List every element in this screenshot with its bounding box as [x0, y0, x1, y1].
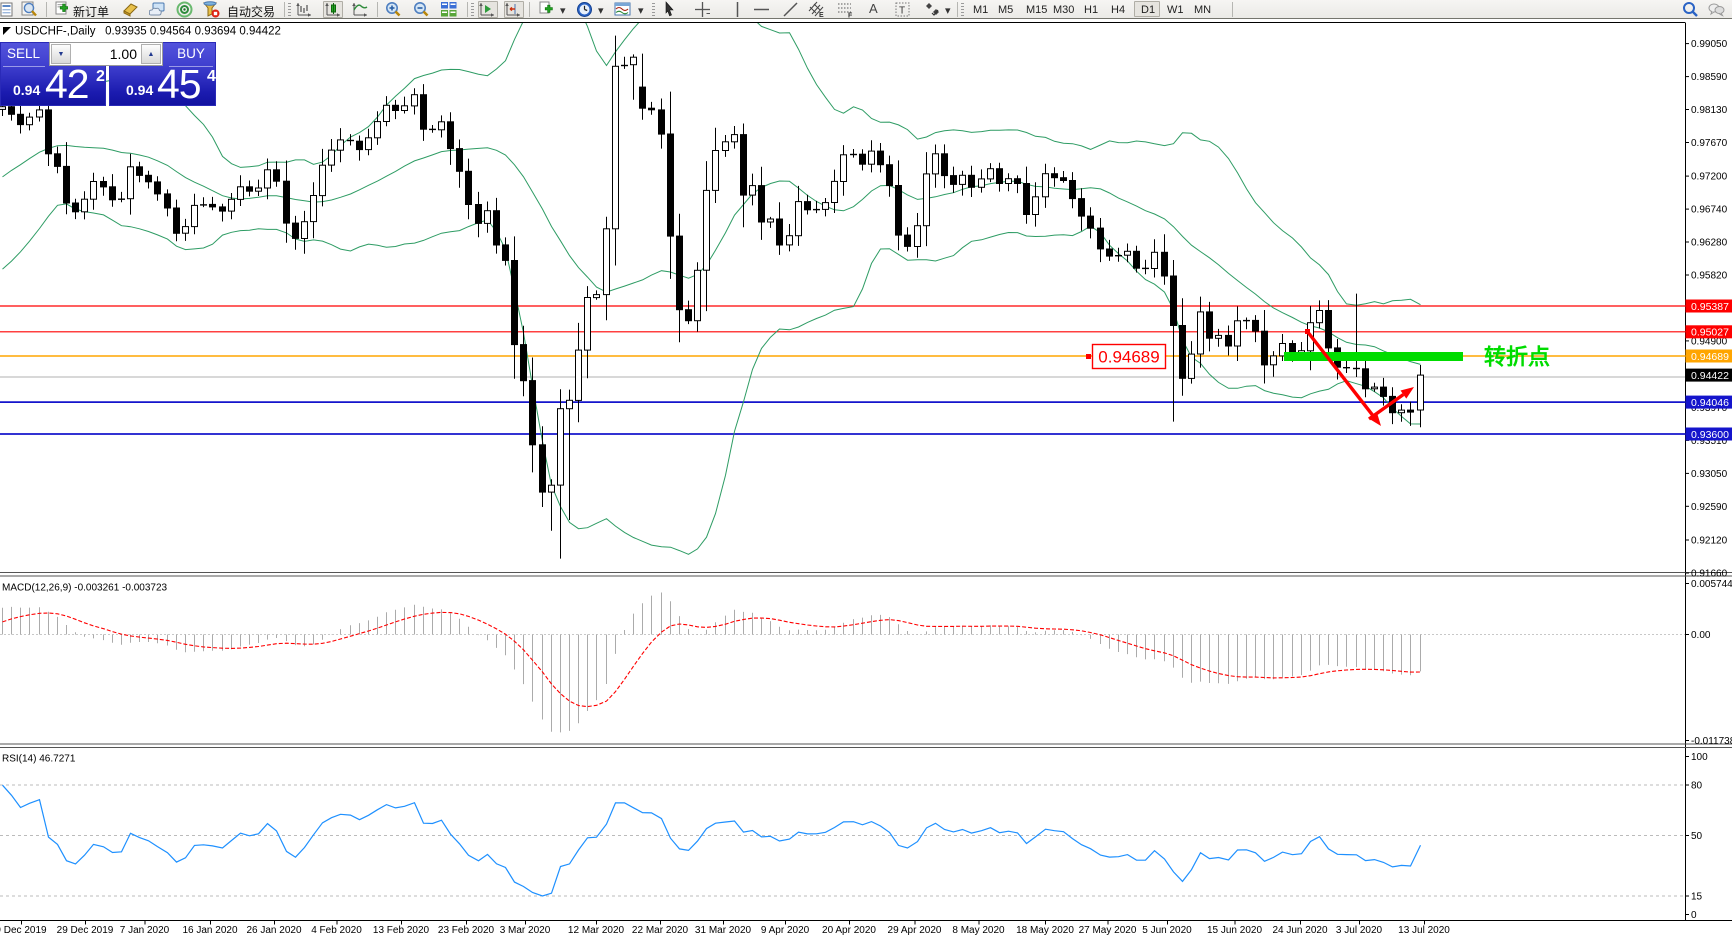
svg-text:100: 100: [1691, 752, 1708, 763]
svg-text:7 Jan 2020: 7 Jan 2020: [120, 925, 170, 936]
svg-text:9 Apr 2020: 9 Apr 2020: [761, 925, 810, 936]
svg-text:80: 80: [1691, 781, 1703, 792]
svg-text:MACD(12,26,9) -0.003261 -0.003: MACD(12,26,9) -0.003261 -0.003723: [2, 583, 168, 594]
svg-text:16 Jan 2020: 16 Jan 2020: [182, 925, 237, 936]
svg-text:0.005744: 0.005744: [1691, 579, 1732, 590]
svg-text:0.93600: 0.93600: [1691, 429, 1729, 441]
svg-text:0.95820: 0.95820: [1691, 271, 1728, 282]
svg-text:T: T: [899, 6, 905, 17]
svg-text:0.94900: 0.94900: [1691, 336, 1728, 347]
svg-text:USDCHF-,Daily 0.93935 0.9456: USDCHF-,Daily 0.93935 0.94564 0.93694 0.…: [15, 26, 281, 38]
svg-text:0.94046: 0.94046: [1691, 397, 1729, 409]
svg-text:13 Feb 2020: 13 Feb 2020: [373, 925, 430, 936]
svg-text:13 Jul 2020: 13 Jul 2020: [1398, 925, 1450, 936]
svg-text:RSI(14) 46.7271: RSI(14) 46.7271: [2, 754, 76, 765]
svg-text:0.91660: 0.91660: [1691, 569, 1728, 580]
svg-text:0.94689: 0.94689: [1098, 348, 1159, 367]
svg-text:0.93050: 0.93050: [1691, 469, 1728, 480]
svg-text:12 Mar 2020: 12 Mar 2020: [568, 925, 625, 936]
svg-text:0.98130: 0.98130: [1691, 105, 1728, 116]
svg-text:0.92120: 0.92120: [1691, 536, 1728, 547]
svg-text:0: 0: [1691, 910, 1697, 921]
svg-text:24 Jun 2020: 24 Jun 2020: [1272, 925, 1327, 936]
svg-text:0.95027: 0.95027: [1691, 327, 1729, 339]
svg-text:0.99050: 0.99050: [1691, 39, 1728, 50]
svg-text:0.94422: 0.94422: [1691, 370, 1729, 382]
svg-text:15: 15: [1691, 892, 1703, 903]
svg-text:29 Dec 2019: 29 Dec 2019: [57, 925, 114, 936]
svg-text:F: F: [848, 13, 853, 19]
svg-text:20 Apr 2020: 20 Apr 2020: [822, 925, 876, 936]
svg-text:0.96280: 0.96280: [1691, 238, 1728, 249]
svg-text:3 Jul 2020: 3 Jul 2020: [1336, 925, 1383, 936]
svg-text:23 Feb 2020: 23 Feb 2020: [438, 925, 495, 936]
svg-text:31 Mar 2020: 31 Mar 2020: [695, 925, 752, 936]
svg-text:0.96740: 0.96740: [1691, 205, 1728, 216]
svg-text:3 Mar 2020: 3 Mar 2020: [500, 925, 551, 936]
svg-text:转折点: 转折点: [1484, 345, 1550, 370]
svg-text:15 Jun 2020: 15 Jun 2020: [1207, 925, 1262, 936]
svg-text:18 May 2020: 18 May 2020: [1016, 925, 1074, 936]
svg-text:E: E: [819, 12, 824, 18]
svg-text:0.92590: 0.92590: [1691, 502, 1728, 513]
svg-text:0.94689: 0.94689: [1691, 351, 1729, 363]
svg-text:26 Jan 2020: 26 Jan 2020: [246, 925, 301, 936]
svg-text:9 Dec 2019: 9 Dec 2019: [0, 925, 47, 936]
svg-text:0.93510: 0.93510: [1691, 436, 1728, 447]
svg-text:27 May 2020: 27 May 2020: [1079, 925, 1137, 936]
svg-text:4 Feb 2020: 4 Feb 2020: [311, 925, 362, 936]
svg-text:0.97200: 0.97200: [1691, 172, 1728, 183]
svg-text:50: 50: [1691, 831, 1703, 842]
svg-text:8 May 2020: 8 May 2020: [952, 925, 1005, 936]
svg-text:-0.011738: -0.011738: [1691, 736, 1732, 747]
svg-text:0.95387: 0.95387: [1691, 301, 1729, 313]
svg-text:0.97670: 0.97670: [1691, 138, 1728, 149]
svg-text:0.00: 0.00: [1691, 630, 1711, 641]
svg-text:5 Jun 2020: 5 Jun 2020: [1142, 925, 1192, 936]
svg-text:0.98590: 0.98590: [1691, 72, 1728, 83]
svg-text:22 Mar 2020: 22 Mar 2020: [632, 925, 689, 936]
svg-text:29 Apr 2020: 29 Apr 2020: [888, 925, 942, 936]
